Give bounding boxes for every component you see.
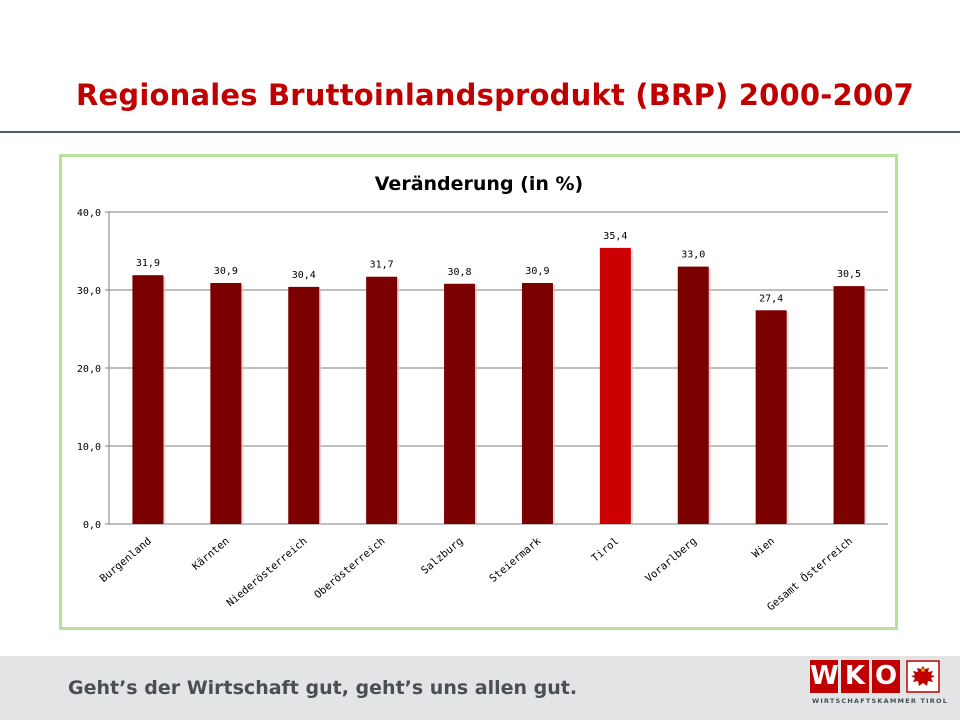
data-labels: 31,9 30,9 30,4 31,7 30,8 30,9 35,4 33,0 27,4 30,5 — [136, 231, 861, 304]
bar — [132, 275, 164, 524]
x-tick-label: Salzburg — [419, 535, 465, 577]
data-label: 30,9 — [525, 266, 549, 277]
x-tick-label: Wien — [750, 535, 777, 560]
y-tick-label: 10,0 — [77, 442, 101, 453]
data-label: 31,9 — [136, 258, 160, 269]
y-tick-label: 40,0 — [77, 208, 101, 219]
tyrol-eagle-crest-icon — [906, 660, 940, 693]
data-label: 30,9 — [214, 266, 238, 277]
data-label: 30,5 — [837, 269, 861, 280]
x-tick-label: Kärnten — [190, 535, 232, 573]
x-tick-label: Tirol — [589, 535, 621, 565]
bar — [288, 286, 320, 524]
y-tick-label: 20,0 — [77, 364, 101, 375]
logo-letter-o: O — [872, 660, 900, 693]
logo-subtitle: WIRTSCHAFTSKAMMER TIROL — [812, 697, 949, 705]
data-label: 31,7 — [370, 260, 394, 271]
y-tick-label: 0,0 — [83, 520, 101, 531]
footer-slogan: Geht’s der Wirtschaft gut, geht’s uns al… — [68, 677, 578, 699]
bar — [677, 266, 709, 524]
x-tick-label: Oberösterreich — [312, 535, 388, 601]
bar — [599, 247, 631, 524]
bar — [366, 276, 398, 524]
x-tick-label: Steiermark — [487, 535, 544, 585]
x-tick-label: Gesamt Österreich — [764, 534, 855, 613]
bar — [210, 282, 242, 524]
bar-chart: Veränderung (in %) 0,0 10,0 20,0 30,0 40,0 3… — [77, 173, 888, 613]
footer-band — [0, 656, 960, 720]
bar — [444, 283, 476, 524]
y-axis: 0,0 10,0 20,0 30,0 40,0 — [77, 208, 110, 531]
wko-logo: W K O WIRTSCHAFTSKAMMER TIROL — [810, 660, 949, 710]
y-tick-label: 30,0 — [77, 286, 101, 297]
data-label: 27,4 — [759, 293, 783, 304]
data-label: 30,4 — [292, 270, 316, 281]
data-label: 33,0 — [681, 250, 705, 261]
slide-title: Regionales Bruttoinlandsprodukt (BRP) 20… — [76, 78, 915, 112]
bar — [521, 282, 553, 524]
title-divider — [0, 131, 960, 133]
logo-letter-k: K — [841, 660, 869, 693]
bar — [833, 286, 865, 524]
x-tick-label: Vorarlberg — [643, 535, 699, 585]
bar — [755, 310, 787, 524]
data-label: 35,4 — [603, 231, 627, 242]
chart-frame: Veränderung (in %) 0,0 10,0 20,0 30,0 40,0 3… — [59, 154, 898, 630]
bars — [132, 247, 867, 524]
x-tick-label: Burgenland — [98, 535, 154, 585]
x-tick-label: Niederösterreich — [224, 535, 309, 609]
chart-title: Veränderung (in %) — [375, 173, 583, 195]
data-label: 30,8 — [448, 267, 472, 278]
logo-letter-w: W — [810, 660, 839, 693]
